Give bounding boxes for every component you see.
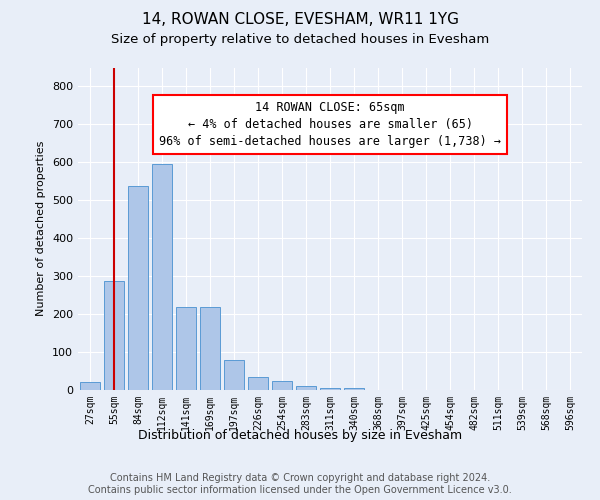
Bar (344, 388, 364, 390)
Text: Contains HM Land Registry data © Crown copyright and database right 2024.
Contai: Contains HM Land Registry data © Crown c… (88, 474, 512, 495)
Bar (176, 306, 196, 390)
Text: Size of property relative to detached houses in Evesham: Size of property relative to detached ho… (111, 32, 489, 46)
Text: 14 ROWAN CLOSE: 65sqm
← 4% of detached houses are smaller (65)
96% of semi-detac: 14 ROWAN CLOSE: 65sqm ← 4% of detached h… (159, 102, 501, 148)
Bar (128, 186, 148, 390)
Bar (152, 164, 172, 390)
Bar (296, 386, 316, 390)
Y-axis label: Number of detached properties: Number of detached properties (37, 141, 46, 316)
Text: 14, ROWAN CLOSE, EVESHAM, WR11 1YG: 14, ROWAN CLOSE, EVESHAM, WR11 1YG (142, 12, 458, 28)
Bar (200, 306, 220, 390)
Bar (80, 382, 100, 390)
Bar (320, 388, 340, 390)
Bar (104, 280, 124, 390)
Text: Distribution of detached houses by size in Evesham: Distribution of detached houses by size … (138, 430, 462, 442)
Bar (272, 380, 292, 390)
Bar (224, 360, 244, 390)
Bar (248, 376, 268, 390)
